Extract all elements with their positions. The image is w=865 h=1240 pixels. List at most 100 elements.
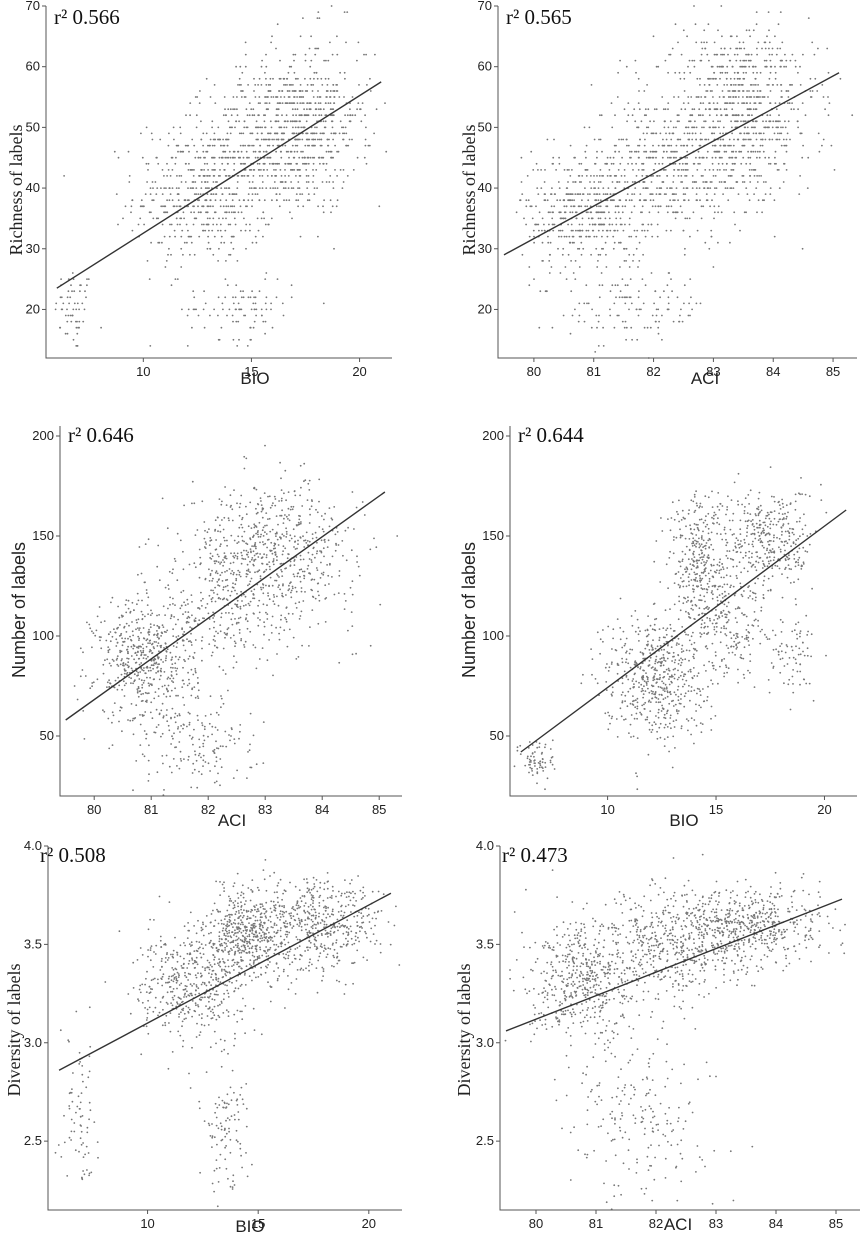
regression-line: [56, 81, 382, 289]
data-point: [202, 223, 205, 226]
data-point: [230, 590, 233, 593]
data-point: [261, 175, 264, 177]
data-point: [745, 162, 748, 165]
data-point: [309, 102, 312, 104]
data-point: [175, 187, 178, 190]
data-point: [541, 217, 544, 220]
data-point: [227, 517, 230, 520]
data-point: [267, 96, 269, 98]
data-point: [301, 505, 304, 507]
data-point: [142, 657, 145, 659]
data-point: [623, 169, 626, 171]
data-point: [194, 96, 197, 98]
data-point: [187, 759, 190, 761]
data-point: [774, 150, 777, 153]
data-point: [170, 716, 172, 719]
data-point: [342, 132, 344, 135]
y-tick-label: 30: [478, 241, 492, 256]
data-point: [180, 266, 183, 268]
data-point: [180, 591, 183, 594]
data-point: [262, 603, 265, 606]
data-point: [281, 90, 283, 92]
data-point: [149, 614, 152, 616]
data-point: [269, 576, 272, 579]
data-point: [271, 35, 273, 38]
data-point: [269, 132, 272, 135]
data-point: [139, 723, 142, 726]
data-point: [677, 199, 679, 202]
data-point: [335, 90, 338, 92]
data-point: [650, 272, 653, 274]
data-point: [324, 584, 327, 587]
data-point: [747, 114, 749, 117]
data-point: [755, 120, 758, 123]
data-point: [206, 150, 209, 153]
data-point: [675, 156, 677, 159]
data-point: [127, 666, 130, 669]
data-point: [789, 138, 791, 141]
data-point: [593, 181, 596, 183]
data-point: [204, 302, 207, 305]
data-point: [293, 90, 296, 92]
data-point: [298, 514, 300, 517]
data-point: [637, 296, 640, 299]
data-point: [710, 77, 712, 80]
data-point: [236, 769, 239, 772]
data-point: [215, 780, 218, 783]
data-point: [193, 253, 196, 256]
data-point: [297, 656, 300, 658]
data-point: [252, 144, 255, 147]
data-point: [285, 618, 288, 621]
data-point: [746, 90, 748, 92]
data-point: [766, 84, 769, 86]
data-point: [693, 65, 696, 68]
data-point: [223, 536, 225, 539]
data-point: [586, 205, 589, 208]
data-point: [690, 296, 692, 299]
data-point: [623, 247, 626, 250]
data-point: [579, 193, 581, 196]
data-point: [538, 746, 541, 748]
data-point: [256, 193, 259, 196]
data-point: [226, 144, 229, 147]
data-point: [762, 132, 765, 135]
data-point: [271, 199, 273, 202]
data-point: [242, 144, 245, 147]
data-point: [578, 314, 581, 317]
data-point: [125, 622, 128, 625]
data-point: [712, 169, 715, 171]
data-point: [127, 719, 129, 721]
data-point: [755, 11, 758, 14]
data-point: [113, 628, 115, 631]
data-point: [166, 162, 168, 165]
data-point: [609, 308, 611, 311]
data-point: [211, 580, 214, 582]
data-point: [172, 677, 175, 680]
data-point: [189, 626, 192, 628]
data-point: [658, 193, 661, 196]
data-point: [728, 138, 731, 141]
data-point: [328, 181, 331, 183]
data-point: [186, 638, 188, 641]
data-point: [641, 175, 644, 177]
data-point: [785, 144, 787, 147]
data-point: [766, 35, 768, 38]
data-point: [233, 742, 236, 745]
data-point: [759, 71, 762, 74]
data-point: [218, 138, 221, 141]
data-point: [135, 704, 138, 707]
data-point: [704, 169, 707, 171]
data-point: [741, 114, 744, 117]
data-point: [233, 489, 235, 491]
data-point: [140, 205, 143, 208]
data-point: [220, 612, 223, 615]
data-point: [224, 211, 227, 214]
data-point: [216, 747, 218, 749]
data-point: [220, 187, 223, 190]
data-point: [311, 500, 313, 502]
data-point: [161, 702, 164, 705]
data-point: [330, 132, 333, 135]
data-point: [148, 744, 150, 747]
data-point: [349, 120, 352, 123]
data-point: [70, 284, 72, 287]
